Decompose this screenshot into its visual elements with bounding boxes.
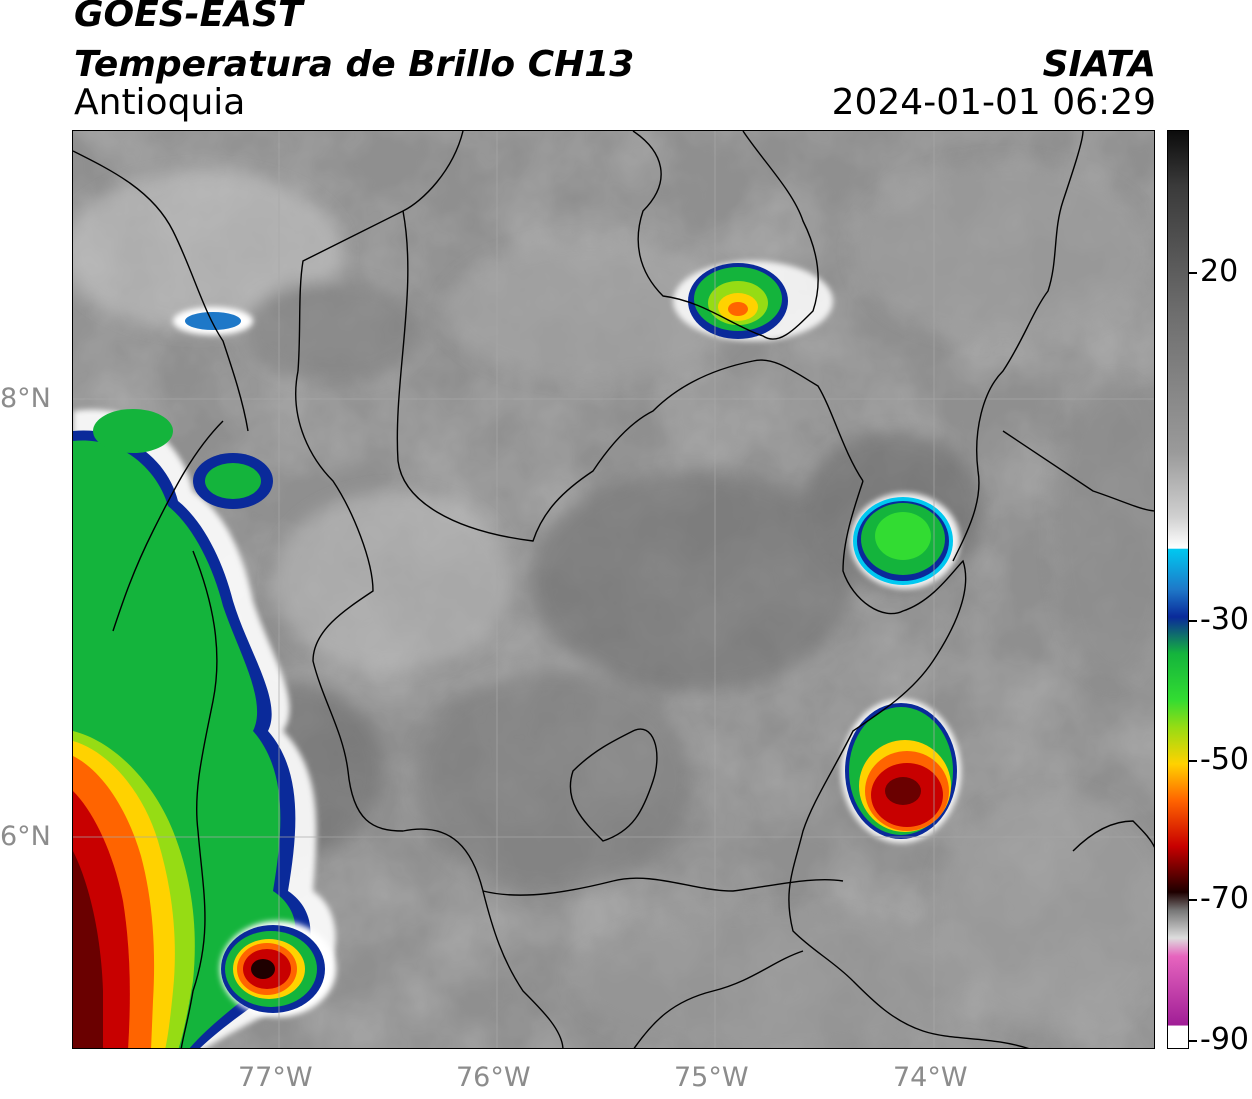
satellite-map	[72, 130, 1155, 1049]
graticule	[73, 131, 1154, 1048]
product-title: Temperatura de Brillo CH13	[74, 44, 635, 85]
colorbar	[1167, 130, 1189, 1049]
colorbar-label-minus70: -70	[1200, 881, 1249, 916]
convective-cells	[73, 261, 961, 1048]
lon-label-74w: 74°W	[893, 1062, 968, 1093]
datetime-label: 2024-01-01 06:29	[831, 82, 1156, 123]
colorbar-tick-minus30	[1189, 620, 1197, 622]
colorbar-label-minus30: -30	[1200, 602, 1249, 637]
colorbar-tick-minus90	[1189, 1040, 1197, 1042]
colorbar-label-minus50: -50	[1200, 742, 1249, 777]
lat-label-8n: 8°N	[0, 383, 51, 414]
lon-label-75w: 75°W	[674, 1062, 749, 1093]
department-borders	[73, 131, 1154, 1048]
map-canvas	[73, 131, 1154, 1048]
organization-label: SIATA	[1042, 44, 1156, 85]
lat-label-6n: 6°N	[0, 821, 51, 852]
lon-label-76w: 76°W	[456, 1062, 531, 1093]
colorbar-label-20: 20	[1200, 254, 1239, 289]
region-label: Antioquia	[74, 82, 246, 123]
colorbar-tick-minus70	[1189, 899, 1197, 901]
colorbar-tick-minus50	[1189, 760, 1197, 762]
colorbar-tick-20	[1189, 272, 1197, 274]
lon-label-77w: 77°W	[238, 1062, 313, 1093]
colorbar-label-minus90: -90	[1200, 1022, 1249, 1057]
satellite-title: GOES-EAST	[74, 0, 303, 35]
